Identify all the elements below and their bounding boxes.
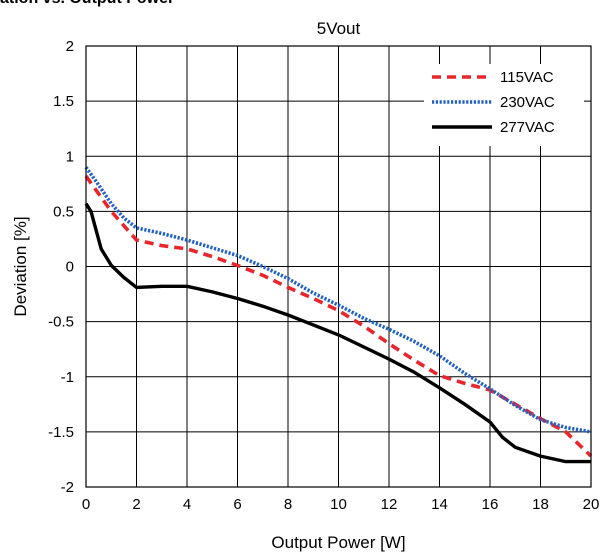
x-tick-label: 2 (132, 496, 140, 513)
x-tick-label: 6 (233, 496, 241, 513)
x-tick-label: 18 (532, 496, 549, 513)
x-tick-label: 8 (284, 496, 292, 513)
x-tick-label: 4 (183, 496, 191, 513)
y-tick-label: 0.5 (53, 203, 74, 220)
x-tick-label: 12 (381, 496, 398, 513)
x-tick-label: 14 (431, 496, 448, 513)
series-layer (84, 166, 593, 464)
y-axis-label: Deviation [%] (11, 216, 30, 316)
y-tick-label: -1 (61, 369, 74, 386)
y-tick-label: -0.5 (48, 314, 74, 331)
plot-frame (85, 45, 592, 488)
y-tick-label: 1 (66, 148, 74, 165)
legend-label-230vac: 230VAC (500, 94, 555, 111)
x-tick-labels: 0 2 4 6 8 10 12 14 16 18 20 (82, 496, 600, 513)
y-tick-label: 1.5 (53, 93, 74, 110)
y-tick-label: 2 (66, 38, 74, 55)
y-tick-label: -1.5 (48, 424, 74, 441)
x-tick-label: 16 (482, 496, 499, 513)
legend-label-115vac: 115VAC (500, 69, 554, 86)
series-line-115vac (84, 175, 593, 458)
page-heading: ation vs. Output Power (0, 0, 174, 8)
legend: 115VAC 230VAC 277VAC (424, 64, 584, 146)
series-line-230vac (84, 166, 592, 434)
plot-border (85, 45, 592, 488)
series-line-277vac (84, 202, 591, 464)
x-axis-label: Output Power [W] (271, 533, 405, 552)
legend-label-277vac: 277VAC (500, 119, 555, 136)
chart-title: 5Vout (317, 19, 361, 38)
y-tick-labels: 2 1.5 1 0.5 0 -0.5 -1 -1.5 -2 (48, 38, 74, 496)
y-tick-label: -2 (61, 479, 74, 496)
x-tick-label: 20 (583, 496, 600, 513)
x-tick-label: 0 (82, 496, 90, 513)
x-tick-label: 10 (330, 496, 347, 513)
y-tick-label: 0 (66, 259, 74, 276)
